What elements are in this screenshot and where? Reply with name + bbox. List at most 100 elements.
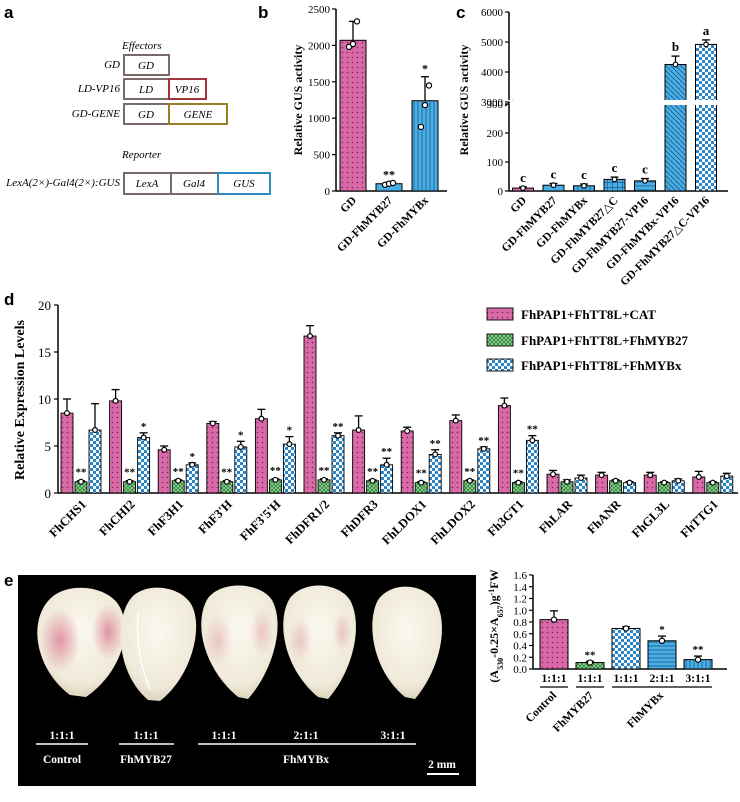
- c-sig-0: c: [520, 170, 526, 185]
- d-point: [355, 427, 362, 434]
- d-bar-6-0: [352, 429, 366, 494]
- d-point: [418, 479, 425, 486]
- d-point: [480, 445, 487, 452]
- b-sig-2: *: [422, 62, 428, 76]
- d-sig-8-2: **: [478, 435, 490, 447]
- d-legend-swatch-2: [486, 358, 514, 372]
- e-sig-1: **: [585, 649, 597, 661]
- photo-ratio-5: 3:1:1: [381, 730, 406, 742]
- c-sig-2: c: [581, 167, 587, 182]
- d-point: [452, 417, 459, 424]
- b-ytick-label: 500: [314, 150, 331, 162]
- e-ylabel-a: (A: [487, 670, 501, 683]
- b-point: [421, 101, 429, 109]
- photo-ratio-2: 1:1:1: [134, 730, 159, 742]
- d-bar-3-0: [206, 422, 220, 494]
- d-point: [286, 441, 293, 448]
- c-bar-6: [695, 43, 717, 192]
- e-point: [622, 625, 630, 632]
- d-point: [529, 437, 536, 444]
- b-bar-0: [339, 39, 367, 192]
- d-point: [112, 397, 119, 404]
- c-ytick-label: 0: [498, 186, 504, 198]
- panel-label-d: d: [4, 290, 14, 309]
- d-legend-label-1: FhPAP1+FhTT8L+FhMYB27: [521, 333, 688, 348]
- d-sig-0-1: **: [76, 467, 88, 479]
- d-point: [515, 479, 522, 486]
- e-ytick-label: 1.2: [513, 594, 527, 606]
- d-point: [63, 410, 70, 417]
- photo-group-fhmyb27: FhMYB27: [120, 754, 172, 766]
- d-bar-8-2: [477, 448, 491, 494]
- d-bar-2-0: [157, 449, 171, 494]
- c-ylabel: Relative GUS activity: [457, 45, 471, 156]
- c-point: [642, 177, 648, 184]
- d-ylabel: Relative Expression Levels: [13, 319, 28, 480]
- box-gd: [123, 54, 170, 76]
- petal-control: [37, 587, 125, 697]
- c-ytick-label: 300: [487, 99, 504, 111]
- d-ytick-label: 5: [45, 439, 52, 454]
- box-vp16-label: VP16: [175, 84, 200, 96]
- e-ytick-label: 0.0: [513, 664, 527, 676]
- d-bar-9-2: [525, 439, 539, 494]
- d-sig-6-2: **: [381, 446, 393, 458]
- e-ylabel-g: )g: [487, 595, 501, 605]
- d-ytick-label: 0: [45, 486, 52, 501]
- petal-fhmybx-1: [201, 585, 278, 699]
- b-ylabel: Relative GUS activity: [291, 45, 305, 156]
- box-gene-label: GENE: [184, 109, 213, 121]
- d-bar-6-2: [380, 464, 394, 494]
- d-point: [175, 477, 182, 484]
- d-bar-7-0: [400, 430, 414, 494]
- petal-photo: 1:1:1 1:1:1 1:1:1 2:1:1 3:1:1 Control Fh…: [18, 575, 476, 786]
- d-xlabel-11: FhANR: [584, 497, 624, 537]
- d-legend-label-2: FhPAP1+FhTT8L+FhMYBx: [521, 358, 682, 373]
- d-point: [383, 461, 390, 468]
- photo-ratio-4: 2:1:1: [294, 730, 319, 742]
- c-ytick-label: 200: [487, 128, 504, 140]
- c-sig-6: a: [703, 23, 710, 38]
- e-ytick-label: 1.0: [513, 605, 527, 617]
- row-label-gdgene: GD-GENE: [72, 108, 121, 120]
- petal-fhmybx-3: [372, 586, 442, 699]
- e-ylabel: (A530-0.25×A657)g-1FW: [487, 569, 505, 682]
- photo-ratio-3: 1:1:1: [212, 730, 237, 742]
- b-ytick-label: 2500: [308, 4, 331, 16]
- box-vp16: [168, 78, 207, 100]
- d-legend-swatch-0: [486, 307, 514, 321]
- e-ytick-label: 0.4: [513, 641, 527, 653]
- c-xlabel-0: GD: [508, 195, 529, 216]
- e-point: [694, 656, 702, 663]
- row-label-ldvp16: LD-VP16: [77, 83, 121, 95]
- d-point: [209, 420, 216, 427]
- d-xlabel-12: FhGL3L: [629, 497, 672, 540]
- d-bar-4-2: [282, 443, 296, 494]
- c-point: [550, 182, 557, 189]
- e-xlabel-1: 1:1:1: [578, 673, 603, 685]
- d-ytick-label: 20: [38, 298, 51, 313]
- d-bar-8-0: [449, 420, 463, 494]
- d-sig-3-1: **: [221, 467, 233, 479]
- box-ld-label: LD: [138, 84, 153, 96]
- c-sig-1: c: [551, 166, 557, 181]
- d-xlabel-5: FhDFR1/2: [282, 497, 332, 547]
- d-point: [647, 472, 654, 479]
- d-point: [501, 402, 508, 409]
- c-ytick-label: 100: [487, 157, 504, 169]
- c-point: [611, 176, 618, 183]
- b-sig-1: **: [383, 167, 395, 181]
- e-ytick-label: 0.8: [513, 617, 527, 629]
- d-point: [223, 478, 230, 485]
- d-point: [577, 474, 584, 481]
- c-bar-5: [664, 64, 687, 192]
- d-xlabel-10: FhLAR: [536, 497, 576, 537]
- e-xlabel-2: 1:1:1: [614, 673, 639, 685]
- panel-label-e: e: [4, 571, 13, 590]
- scale-bar-label: 2 mm: [428, 759, 456, 771]
- b-ytick-label: 1000: [308, 113, 331, 125]
- d-sig-8-1: **: [464, 466, 476, 478]
- d-bar-2-2: [185, 464, 199, 494]
- d-point: [723, 473, 730, 480]
